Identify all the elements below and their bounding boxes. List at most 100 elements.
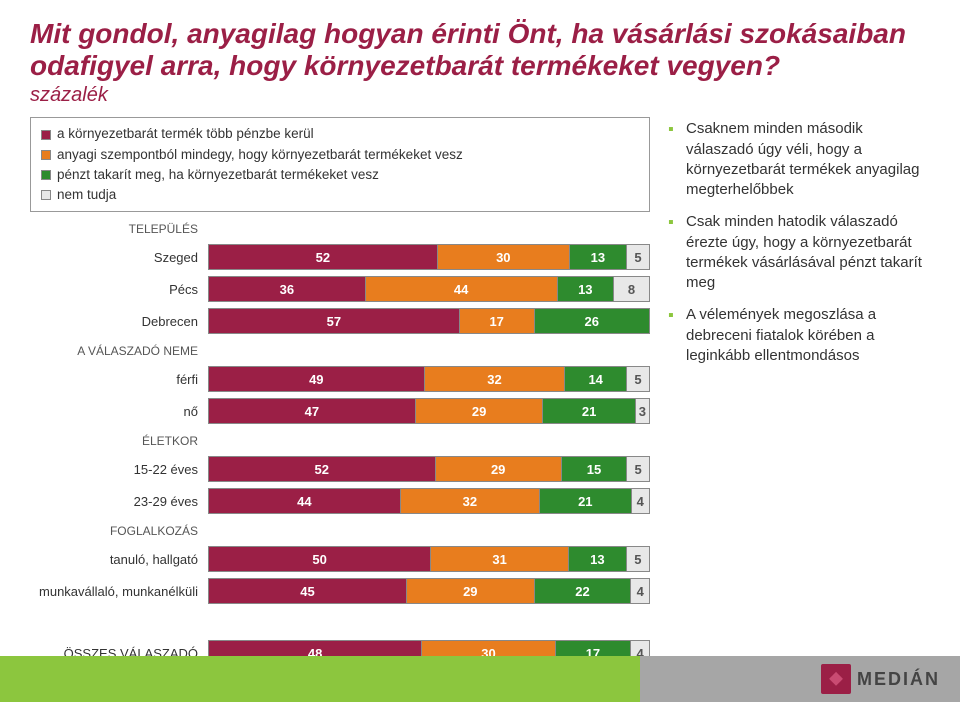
bar-segment: 13 bbox=[570, 245, 627, 269]
bar-segment: 22 bbox=[535, 579, 632, 603]
bar-track: 5031135 bbox=[208, 546, 650, 572]
stacked-bar: 5229155 bbox=[208, 456, 650, 482]
bar-segment: 3 bbox=[636, 399, 649, 423]
bar-segment: 31 bbox=[431, 547, 569, 571]
bar-segment: 29 bbox=[416, 399, 544, 423]
row-label: tanuló, hallgató bbox=[30, 552, 208, 567]
legend-item: a környezetbarát termék több pénzbe kerü… bbox=[41, 124, 639, 144]
stacked-bar: 4529224 bbox=[208, 578, 650, 604]
chart-row: Szeged5230135 bbox=[30, 244, 650, 270]
group-header: A VÁLASZADÓ NEME bbox=[30, 340, 650, 362]
row-label: Szeged bbox=[30, 250, 208, 265]
bar-segment: 50 bbox=[209, 547, 431, 571]
bar-track bbox=[208, 340, 650, 362]
chart-row: munkavállaló, munkanélküli4529224 bbox=[30, 578, 650, 604]
bar-segment: 32 bbox=[401, 489, 540, 513]
row-label: A VÁLASZADÓ NEME bbox=[30, 344, 208, 358]
chart-row: 15-22 éves5229155 bbox=[30, 456, 650, 482]
stacked-bar: 3644138 bbox=[208, 276, 650, 302]
legend-label: a környezetbarát termék több pénzbe kerü… bbox=[57, 124, 314, 144]
legend-swatch bbox=[41, 130, 51, 140]
chart-row: Debrecen571726 bbox=[30, 308, 650, 334]
bar-segment: 26 bbox=[535, 309, 649, 333]
bar-segment: 52 bbox=[209, 245, 438, 269]
bar-track bbox=[208, 520, 650, 542]
legend-swatch bbox=[41, 170, 51, 180]
chart-legend: a környezetbarát termék több pénzbe kerü… bbox=[30, 117, 650, 212]
bar-segment: 21 bbox=[540, 489, 631, 513]
bar-segment: 45 bbox=[209, 579, 407, 603]
group-header: TELEPÜLÉS bbox=[30, 218, 650, 240]
slide-title: Mit gondol, anyagilag hogyan érinti Önt,… bbox=[30, 18, 930, 82]
slide-subtitle: százalék bbox=[30, 84, 930, 107]
bar-segment: 13 bbox=[558, 277, 615, 301]
bar-segment: 57 bbox=[209, 309, 460, 333]
bar-segment: 44 bbox=[366, 277, 558, 301]
bullet-list: Csaknem minden második válaszadó úgy vél… bbox=[668, 119, 930, 366]
footer-logo-area: MEDIÁN bbox=[640, 656, 960, 702]
row-label: FOGLALKOZÁS bbox=[30, 524, 208, 538]
row-label: munkavállaló, munkanélküli bbox=[30, 584, 208, 599]
bar-segment: 4 bbox=[632, 489, 649, 513]
bar-segment: 5 bbox=[627, 457, 649, 481]
bar-segment: 5 bbox=[627, 245, 649, 269]
chart-row: tanuló, hallgató5031135 bbox=[30, 546, 650, 572]
median-logo: MEDIÁN bbox=[821, 664, 940, 694]
bar-segment: 21 bbox=[543, 399, 635, 423]
bar-track: 4729213 bbox=[208, 398, 650, 424]
row-label: Pécs bbox=[30, 282, 208, 297]
legend-swatch bbox=[41, 190, 51, 200]
bar-segment: 8 bbox=[614, 277, 649, 301]
bar-track: 5230135 bbox=[208, 244, 650, 270]
legend-item: nem tudja bbox=[41, 185, 639, 205]
chart-row: nő4729213 bbox=[30, 398, 650, 424]
slide-footer: MEDIÁN bbox=[0, 656, 960, 702]
bullet-item: Csaknem minden második válaszadó úgy vél… bbox=[668, 119, 930, 200]
row-label: nő bbox=[30, 404, 208, 419]
bar-segment: 29 bbox=[436, 457, 562, 481]
legend-label: anyagi szempontból mindegy, hogy környez… bbox=[57, 145, 463, 165]
bar-track: 4529224 bbox=[208, 578, 650, 604]
legend-swatch bbox=[41, 150, 51, 160]
bar-segment: 5 bbox=[627, 367, 649, 391]
legend-label: nem tudja bbox=[57, 185, 116, 205]
row-label: ÉLETKOR bbox=[30, 434, 208, 448]
bar-segment: 44 bbox=[209, 489, 401, 513]
bar-segment: 14 bbox=[565, 367, 627, 391]
stacked-bar: 5230135 bbox=[208, 244, 650, 270]
bar-track bbox=[208, 218, 650, 240]
legend-item: pénzt takarít meg, ha környezetbarát ter… bbox=[41, 165, 639, 185]
bar-track bbox=[208, 430, 650, 452]
chart-row: 23-29 éves4432214 bbox=[30, 488, 650, 514]
bar-segment: 52 bbox=[209, 457, 436, 481]
bar-segment: 5 bbox=[627, 547, 649, 571]
chart-row: Pécs3644138 bbox=[30, 276, 650, 302]
footer-accent-bar bbox=[0, 656, 640, 702]
bar-segment: 47 bbox=[209, 399, 416, 423]
bar-segment: 15 bbox=[562, 457, 627, 481]
bar-segment: 17 bbox=[460, 309, 535, 333]
bar-track: 571726 bbox=[208, 308, 650, 334]
row-label: TELEPÜLÉS bbox=[30, 222, 208, 236]
bar-track: 5229155 bbox=[208, 456, 650, 482]
legend-item: anyagi szempontból mindegy, hogy környez… bbox=[41, 145, 639, 165]
legend-label: pénzt takarít meg, ha környezetbarát ter… bbox=[57, 165, 379, 185]
bullet-item: A vélemények megoszlása a debreceni fiat… bbox=[668, 305, 930, 366]
stacked-bar: 5031135 bbox=[208, 546, 650, 572]
bar-segment: 30 bbox=[438, 245, 570, 269]
stacked-bar: 571726 bbox=[208, 308, 650, 334]
row-label: 15-22 éves bbox=[30, 462, 208, 477]
stacked-bar: 4729213 bbox=[208, 398, 650, 424]
bar-segment: 32 bbox=[425, 367, 566, 391]
logo-text: MEDIÁN bbox=[857, 669, 940, 690]
chart-row: férfi4932145 bbox=[30, 366, 650, 392]
chart-rows: TELEPÜLÉSSzeged5230135Pécs3644138Debrece… bbox=[30, 218, 650, 666]
bar-segment: 13 bbox=[569, 547, 627, 571]
bar-track: 3644138 bbox=[208, 276, 650, 302]
bar-segment: 49 bbox=[209, 367, 425, 391]
group-header: FOGLALKOZÁS bbox=[30, 520, 650, 542]
bar-segment: 29 bbox=[407, 579, 535, 603]
bar-segment: 36 bbox=[209, 277, 366, 301]
logo-icon bbox=[821, 664, 851, 694]
row-label: 23-29 éves bbox=[30, 494, 208, 509]
